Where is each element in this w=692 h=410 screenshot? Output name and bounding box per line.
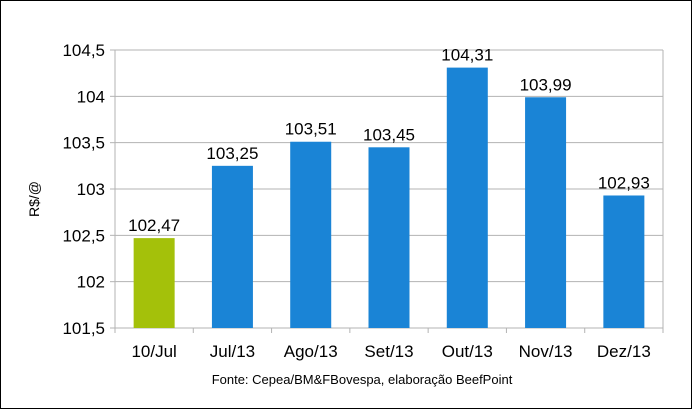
source-note: Fonte: Cepea/BM&FBovespa, elaboração Bee… <box>212 372 513 387</box>
data-label: 104,31 <box>441 46 493 65</box>
data-label: 103,45 <box>363 125 415 144</box>
y-tick-label: 101,5 <box>62 319 105 338</box>
bar <box>290 141 332 328</box>
bar <box>211 165 253 328</box>
data-labels: 102,47 103,25 103,51 103,45 104,31 103,99 102,… <box>128 46 650 236</box>
bar <box>133 238 175 328</box>
bar <box>368 147 410 328</box>
x-tick-label: Out/13 <box>442 342 493 361</box>
data-label: 102,93 <box>598 173 650 192</box>
x-tick-label: Set/13 <box>364 342 413 361</box>
data-label: 102,47 <box>128 216 180 235</box>
bar <box>603 195 645 328</box>
x-tick-label: Dez/13 <box>597 342 651 361</box>
data-label: 103,25 <box>206 144 258 163</box>
x-tick-label: 10/Jul <box>131 342 176 361</box>
y-tick-label: 104 <box>77 87 105 106</box>
y-tick-label: 103 <box>77 180 105 199</box>
x-axis-ticks: 10/Jul Jul/13 Ago/13 Set/13 Out/13 Nov/13 Dez/… <box>131 342 650 361</box>
x-tick-label: Nov/13 <box>519 342 573 361</box>
y-tick-label: 102 <box>77 273 105 292</box>
y-tick-label: 103,5 <box>62 134 105 153</box>
data-label: 103,51 <box>285 120 337 139</box>
x-tick-label: Jul/13 <box>210 342 255 361</box>
data-label: 103,99 <box>520 75 572 94</box>
bar <box>446 67 488 329</box>
y-axis-title: R$/@ <box>26 181 42 217</box>
y-tick-label: 102,5 <box>62 226 105 245</box>
bar <box>525 97 567 328</box>
y-tick-label: 104,5 <box>62 41 105 60</box>
bars <box>133 67 645 329</box>
y-axis-ticks: 101,5 102 102,5 103 103,5 104 104,5 <box>62 41 105 338</box>
x-tick-label: Ago/13 <box>284 342 338 361</box>
